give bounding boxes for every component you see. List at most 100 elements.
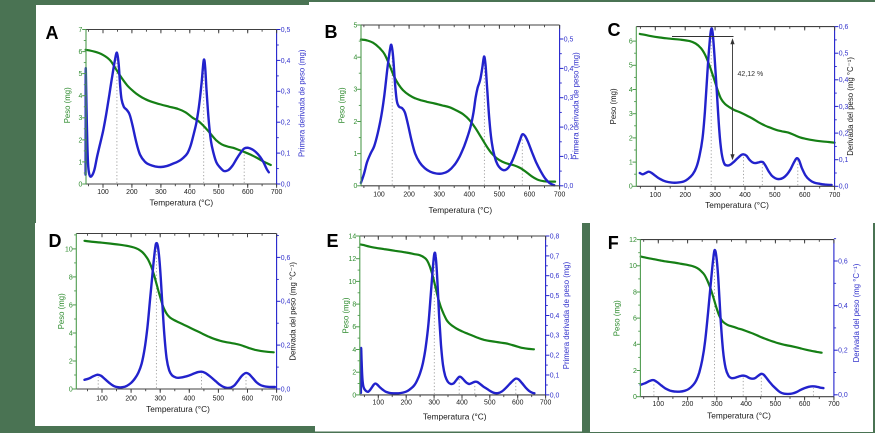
svg-text:0,4: 0,4 <box>564 66 574 73</box>
svg-text:0,6: 0,6 <box>838 258 848 265</box>
svg-text:4: 4 <box>354 55 358 62</box>
svg-text:300: 300 <box>155 189 167 196</box>
svg-text:0,6: 0,6 <box>550 273 560 280</box>
svg-text:6: 6 <box>629 39 633 46</box>
svg-text:Primera derivada de peso (mg): Primera derivada de peso (mg) <box>572 52 581 160</box>
svg-text:0,1: 0,1 <box>839 157 849 164</box>
svg-text:0,2: 0,2 <box>839 131 849 138</box>
svg-text:Temperatura (°C): Temperatura (°C) <box>423 412 487 422</box>
svg-text:0,5: 0,5 <box>564 36 574 43</box>
svg-text:0,0: 0,0 <box>550 392 560 399</box>
svg-text:500: 500 <box>484 400 496 407</box>
svg-text:Derivada del peso (mg °C⁻¹): Derivada del peso (mg °C⁻¹) <box>846 57 855 156</box>
svg-text:400: 400 <box>184 396 196 403</box>
svg-text:0,2: 0,2 <box>838 348 848 355</box>
svg-text:A: A <box>46 23 59 43</box>
svg-text:1: 1 <box>354 151 358 158</box>
svg-text:200: 200 <box>679 192 691 199</box>
svg-text:4: 4 <box>352 347 356 354</box>
svg-text:10: 10 <box>629 263 637 270</box>
svg-text:200: 200 <box>126 189 138 196</box>
svg-text:0,4: 0,4 <box>281 299 291 306</box>
svg-text:500: 500 <box>213 396 225 403</box>
svg-text:E: E <box>327 231 339 251</box>
svg-text:600: 600 <box>242 189 254 196</box>
svg-text:Derivada del peso (mg °C⁻¹): Derivada del peso (mg °C⁻¹) <box>852 263 861 362</box>
svg-text:2: 2 <box>79 137 83 144</box>
svg-text:42,12 %: 42,12 % <box>738 71 764 78</box>
svg-text:4: 4 <box>629 87 633 94</box>
svg-text:1: 1 <box>79 159 83 166</box>
svg-text:2: 2 <box>633 368 637 375</box>
svg-text:Peso (mg): Peso (mg) <box>609 88 618 124</box>
svg-text:3: 3 <box>79 115 83 122</box>
svg-text:600: 600 <box>242 396 254 403</box>
svg-text:0: 0 <box>633 394 637 401</box>
svg-text:500: 500 <box>770 401 782 408</box>
svg-text:D: D <box>49 231 62 251</box>
svg-text:0,6: 0,6 <box>839 24 849 31</box>
svg-text:500: 500 <box>494 191 506 198</box>
svg-text:3: 3 <box>629 111 633 118</box>
svg-text:2: 2 <box>69 358 73 365</box>
svg-text:0,8: 0,8 <box>550 233 560 240</box>
svg-text:700: 700 <box>540 400 552 407</box>
svg-text:100: 100 <box>373 400 385 407</box>
svg-text:0,1: 0,1 <box>281 151 291 158</box>
svg-text:14: 14 <box>349 233 357 240</box>
svg-text:6: 6 <box>69 302 73 309</box>
svg-text:0,1: 0,1 <box>564 154 574 161</box>
svg-text:100: 100 <box>97 189 109 196</box>
svg-text:Temperatura (°C): Temperatura (°C) <box>705 200 769 210</box>
svg-text:0,0: 0,0 <box>564 183 574 190</box>
svg-text:Peso (mg): Peso (mg) <box>57 293 66 329</box>
svg-text:0,6: 0,6 <box>281 255 291 262</box>
svg-text:0: 0 <box>79 181 83 188</box>
svg-text:400: 400 <box>740 401 752 408</box>
svg-text:0,4: 0,4 <box>839 77 849 84</box>
svg-text:8: 8 <box>633 289 637 296</box>
svg-text:400: 400 <box>184 189 196 196</box>
svg-text:0,0: 0,0 <box>281 386 291 393</box>
svg-text:200: 200 <box>403 191 415 198</box>
svg-text:600: 600 <box>799 192 811 199</box>
svg-text:0,4: 0,4 <box>281 58 291 65</box>
svg-text:300: 300 <box>154 396 166 403</box>
svg-text:200: 200 <box>682 401 694 408</box>
svg-text:0,4: 0,4 <box>838 303 848 310</box>
svg-text:300: 300 <box>433 191 445 198</box>
svg-text:Temperatura (°C): Temperatura (°C) <box>428 205 492 215</box>
svg-text:0,3: 0,3 <box>550 333 560 340</box>
svg-text:700: 700 <box>271 189 283 196</box>
svg-text:Temperatura (°C): Temperatura (°C) <box>149 198 213 208</box>
svg-text:10: 10 <box>65 246 73 253</box>
svg-text:0,0: 0,0 <box>838 392 848 399</box>
svg-text:2: 2 <box>352 370 356 377</box>
svg-text:Temperatura (°C): Temperatura (°C) <box>707 411 771 421</box>
svg-text:7: 7 <box>79 27 83 34</box>
svg-text:500: 500 <box>769 192 781 199</box>
svg-text:0,4: 0,4 <box>550 313 560 320</box>
svg-text:400: 400 <box>739 192 751 199</box>
svg-text:0: 0 <box>69 386 73 393</box>
svg-text:100: 100 <box>373 191 385 198</box>
svg-text:0: 0 <box>354 183 358 190</box>
svg-text:8: 8 <box>352 302 356 309</box>
svg-text:600: 600 <box>524 191 536 198</box>
svg-text:4: 4 <box>633 342 637 349</box>
svg-text:0,3: 0,3 <box>564 95 574 102</box>
svg-text:200: 200 <box>125 396 137 403</box>
svg-text:0,5: 0,5 <box>550 293 560 300</box>
svg-text:F: F <box>608 233 619 253</box>
svg-text:5: 5 <box>354 22 358 29</box>
svg-text:4: 4 <box>79 93 83 100</box>
svg-text:0,7: 0,7 <box>550 253 560 260</box>
svg-text:1: 1 <box>629 160 633 167</box>
svg-text:0,2: 0,2 <box>281 120 291 127</box>
svg-text:2: 2 <box>629 135 633 142</box>
svg-text:0,2: 0,2 <box>281 343 291 350</box>
svg-text:0,5: 0,5 <box>281 27 291 34</box>
svg-text:B: B <box>325 22 338 42</box>
svg-text:12: 12 <box>349 256 357 263</box>
svg-text:Temperatura (°C): Temperatura (°C) <box>146 404 210 414</box>
